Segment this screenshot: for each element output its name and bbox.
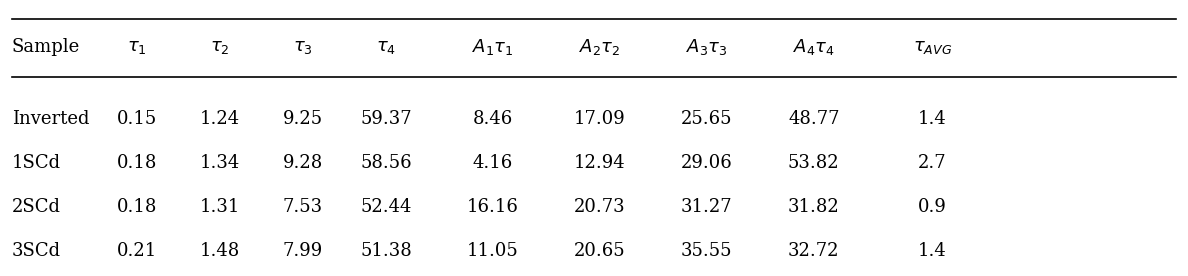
Text: 0.21: 0.21 bbox=[116, 242, 157, 260]
Text: 58.56: 58.56 bbox=[360, 154, 412, 172]
Text: 53.82: 53.82 bbox=[788, 154, 840, 172]
Text: $A_2\tau_2$: $A_2\tau_2$ bbox=[580, 37, 620, 57]
Text: 1.31: 1.31 bbox=[200, 198, 240, 216]
Text: 31.82: 31.82 bbox=[788, 198, 840, 216]
Text: Sample: Sample bbox=[12, 38, 80, 56]
Text: 25.65: 25.65 bbox=[681, 110, 733, 128]
Text: 20.65: 20.65 bbox=[574, 242, 626, 260]
Text: 59.37: 59.37 bbox=[360, 110, 412, 128]
Text: 20.73: 20.73 bbox=[574, 198, 626, 216]
Text: 1.24: 1.24 bbox=[200, 110, 240, 128]
Text: 0.18: 0.18 bbox=[116, 154, 157, 172]
Text: 7.53: 7.53 bbox=[283, 198, 323, 216]
Text: 1SCd: 1SCd bbox=[12, 154, 61, 172]
Text: 2SCd: 2SCd bbox=[12, 198, 61, 216]
Text: 2.7: 2.7 bbox=[918, 154, 947, 172]
Text: 51.38: 51.38 bbox=[360, 242, 412, 260]
Text: 35.55: 35.55 bbox=[681, 242, 733, 260]
Text: 29.06: 29.06 bbox=[681, 154, 733, 172]
Text: 8.46: 8.46 bbox=[473, 110, 513, 128]
Text: 11.05: 11.05 bbox=[467, 242, 519, 260]
Text: $A_1\tau_1$: $A_1\tau_1$ bbox=[473, 37, 513, 57]
Text: $A_3\tau_3$: $A_3\tau_3$ bbox=[687, 37, 727, 57]
Text: $\tau_1$: $\tau_1$ bbox=[127, 38, 146, 56]
Text: 48.77: 48.77 bbox=[788, 110, 840, 128]
Text: $A_4\tau_4$: $A_4\tau_4$ bbox=[792, 37, 835, 57]
Text: 0.18: 0.18 bbox=[116, 198, 157, 216]
Text: 9.28: 9.28 bbox=[283, 154, 323, 172]
Text: 9.25: 9.25 bbox=[283, 110, 323, 128]
Text: 1.34: 1.34 bbox=[200, 154, 240, 172]
Text: 12.94: 12.94 bbox=[574, 154, 626, 172]
Text: 16.16: 16.16 bbox=[467, 198, 519, 216]
Text: 0.15: 0.15 bbox=[116, 110, 157, 128]
Text: 4.16: 4.16 bbox=[473, 154, 513, 172]
Text: $\tau_2$: $\tau_2$ bbox=[210, 38, 229, 56]
Text: 17.09: 17.09 bbox=[574, 110, 626, 128]
Text: 7.99: 7.99 bbox=[283, 242, 323, 260]
Text: 52.44: 52.44 bbox=[360, 198, 412, 216]
Text: 0.9: 0.9 bbox=[918, 198, 947, 216]
Text: 1.4: 1.4 bbox=[918, 110, 947, 128]
Text: 1.4: 1.4 bbox=[918, 242, 947, 260]
Text: $\tau_4$: $\tau_4$ bbox=[377, 38, 396, 56]
Text: 3SCd: 3SCd bbox=[12, 242, 61, 260]
Text: 32.72: 32.72 bbox=[788, 242, 840, 260]
Text: Inverted: Inverted bbox=[12, 110, 89, 128]
Text: 31.27: 31.27 bbox=[681, 198, 733, 216]
Text: 1.48: 1.48 bbox=[200, 242, 240, 260]
Text: $\tau_{AVG}$: $\tau_{AVG}$ bbox=[912, 38, 953, 56]
Text: $\tau_3$: $\tau_3$ bbox=[293, 38, 312, 56]
